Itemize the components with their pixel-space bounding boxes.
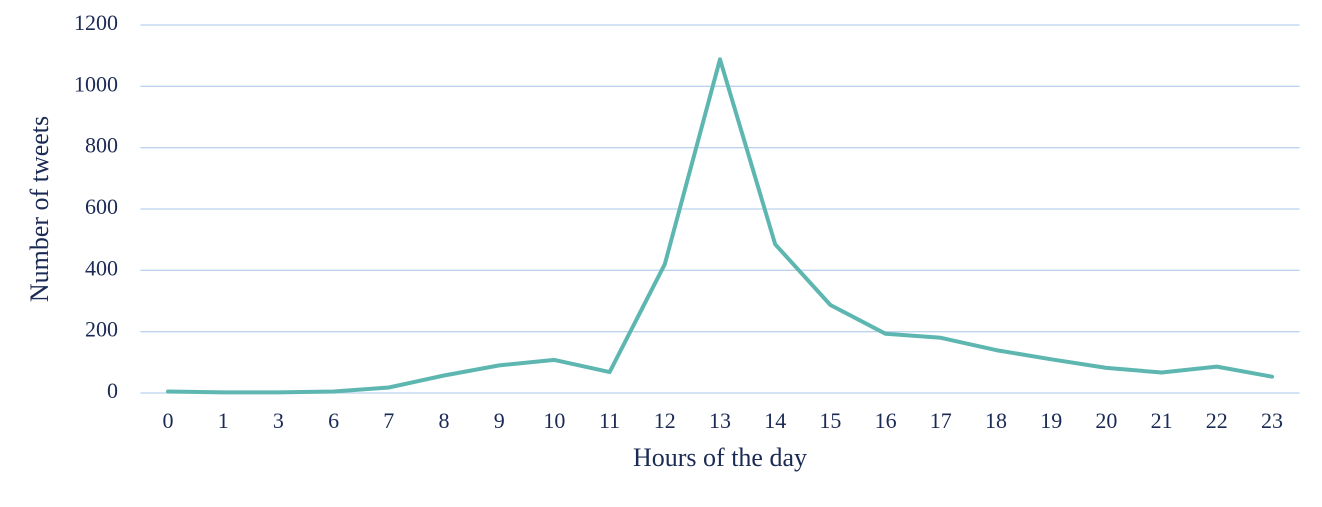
x-tick-label: 21: [1151, 408, 1173, 433]
y-tick-label: 200: [85, 317, 118, 342]
x-tick-label: 23: [1261, 408, 1283, 433]
x-tick-label: 9: [494, 408, 505, 433]
x-tick-label: 14: [764, 408, 786, 433]
x-tick-label: 22: [1206, 408, 1228, 433]
x-tick-label: 19: [1040, 408, 1062, 433]
x-tick-label: 17: [930, 408, 952, 433]
x-tick-label: 13: [709, 408, 731, 433]
x-tick-label: 15: [819, 408, 841, 433]
x-tick-label: 3: [273, 408, 284, 433]
x-tick-label: 18: [985, 408, 1007, 433]
data-line: [166, 57, 1274, 395]
y-tick-label: 600: [85, 194, 118, 219]
x-tick-label: 11: [599, 408, 620, 433]
x-tick-label: 12: [654, 408, 676, 433]
x-axis-title: Hours of the day: [633, 443, 807, 472]
x-tick-label: 0: [163, 408, 174, 433]
y-tick-label: 0: [107, 378, 118, 403]
x-tick-label: 7: [383, 408, 394, 433]
y-tick-label: 800: [85, 133, 118, 158]
y-tick-label: 1000: [74, 71, 118, 96]
y-tick-label: 400: [85, 255, 118, 280]
y-tick-label: 1200: [74, 10, 118, 35]
y-axis-title: Number of tweets: [25, 116, 54, 302]
x-tick-label: 6: [328, 408, 339, 433]
x-tick-label: 1: [218, 408, 229, 433]
x-tick-label: 20: [1095, 408, 1117, 433]
x-tick-label: 10: [543, 408, 565, 433]
x-tick-label: 8: [439, 408, 450, 433]
x-tick-label: 16: [875, 408, 897, 433]
